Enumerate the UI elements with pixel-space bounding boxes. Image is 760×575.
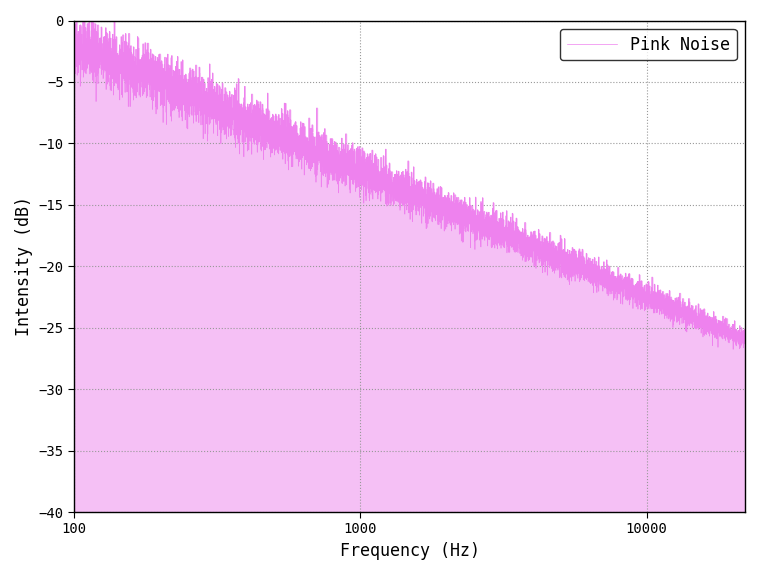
- Pink Noise: [467, 213, 476, 220]
- Pink Noise: [740, 327, 749, 334]
- X-axis label: Frequency (Hz): Frequency (Hz): [340, 542, 480, 560]
- Pink Noise: [312, 129, 321, 136]
- Pink Noise: [103, 56, 112, 63]
- Pink Noise: [729, 346, 738, 352]
- Pink Noise: [567, 266, 576, 273]
- Pink Noise: [603, 290, 612, 297]
- Y-axis label: Intensity (dB): Intensity (dB): [15, 196, 33, 336]
- Pink Noise: [496, 238, 505, 245]
- Line: Pink Noise: Pink Noise: [74, 21, 745, 349]
- Pink Noise: [72, 17, 81, 24]
- Legend: Pink Noise: Pink Noise: [560, 29, 736, 60]
- Pink Noise: [69, 34, 78, 41]
